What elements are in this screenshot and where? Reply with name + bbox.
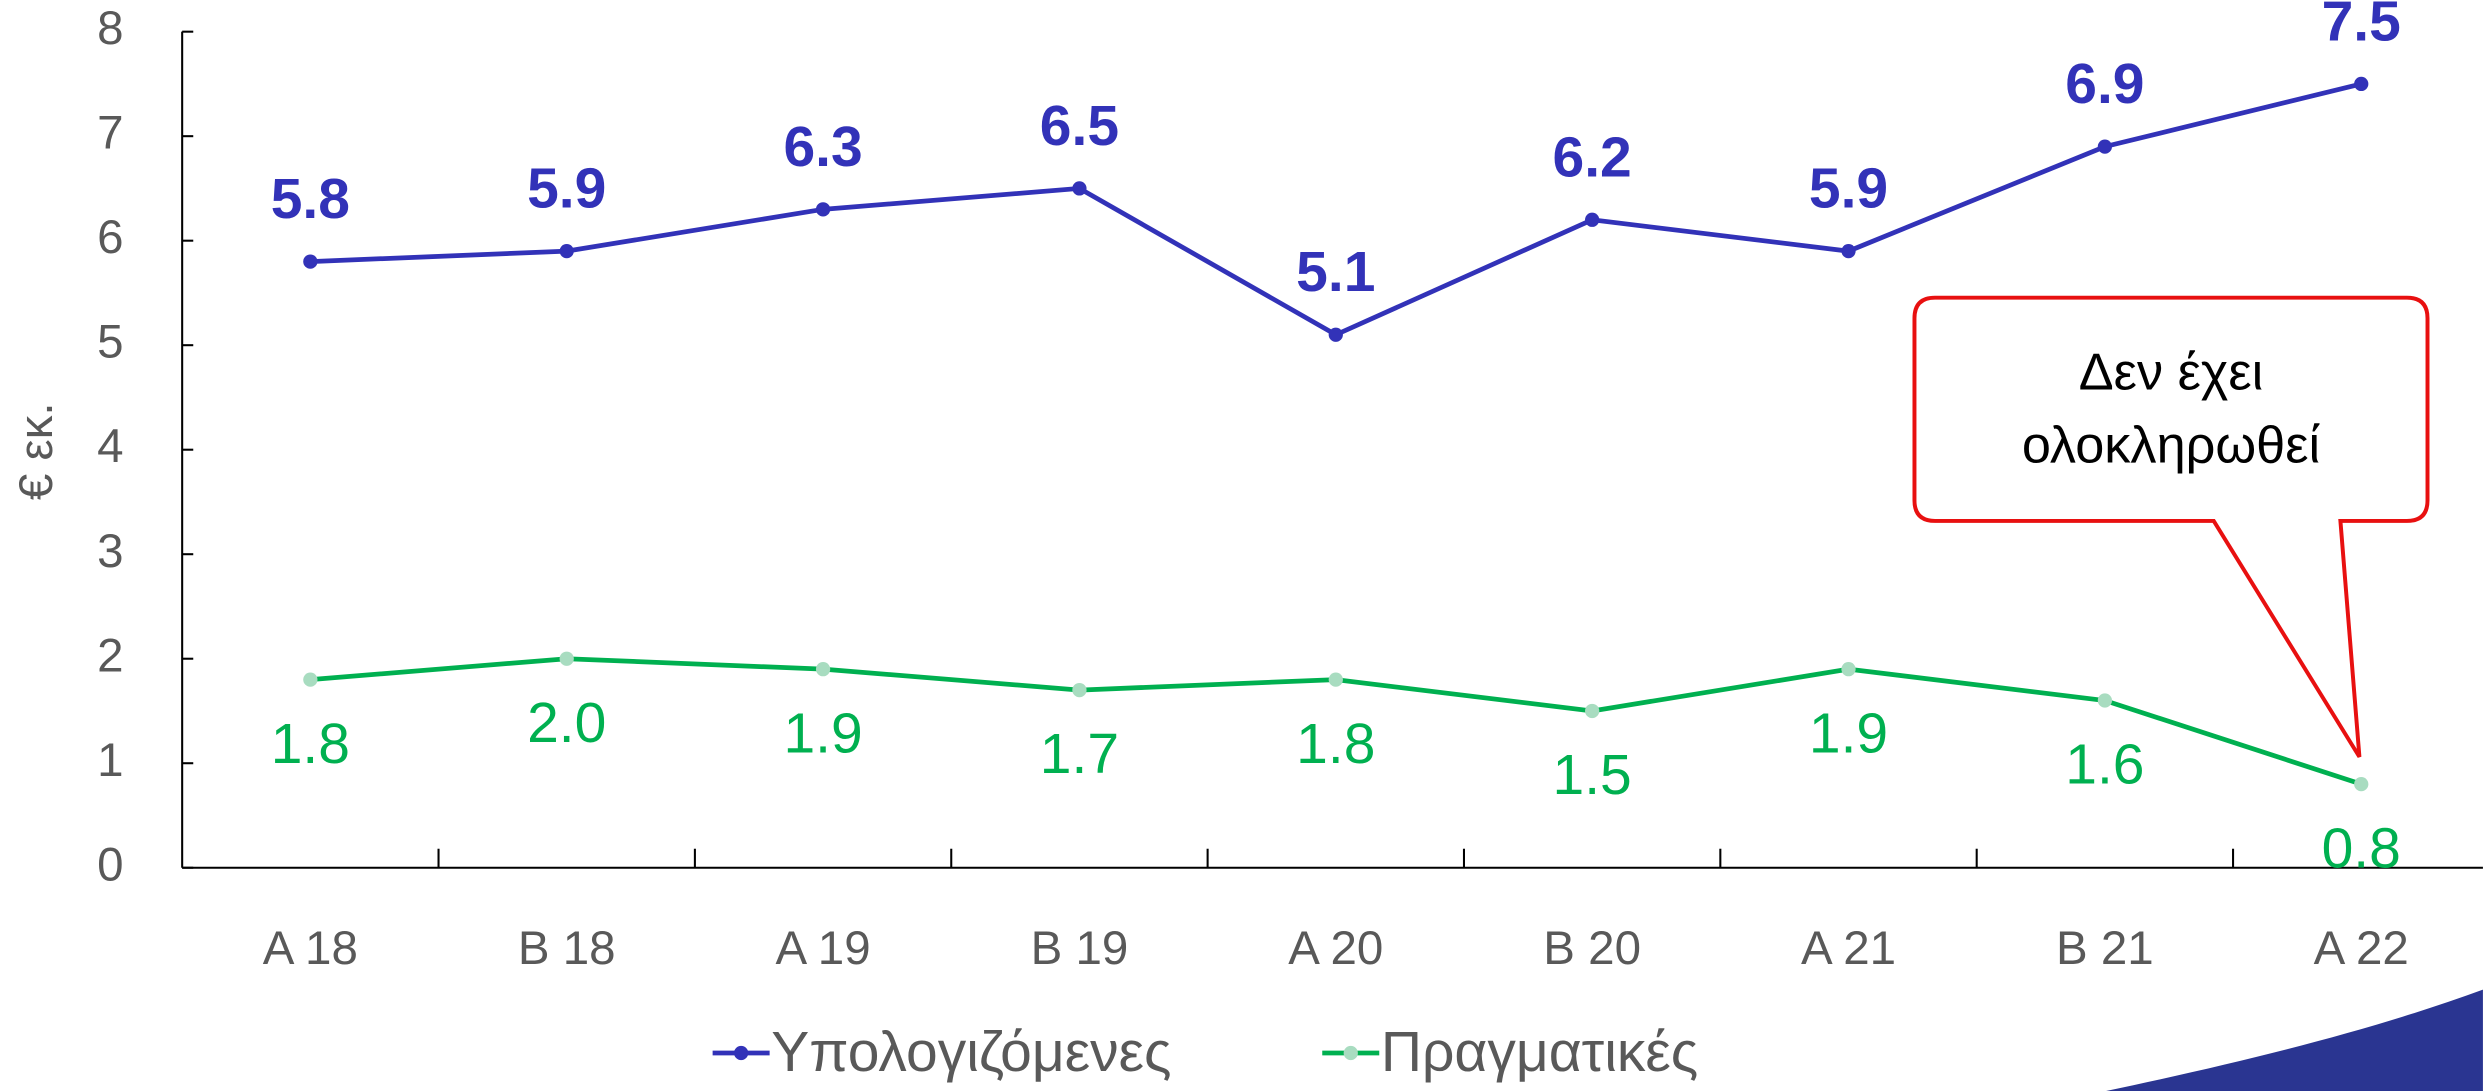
data-label: 1.8	[271, 712, 350, 776]
x-tick-label: Α 18	[263, 922, 358, 975]
point	[1072, 181, 1087, 196]
data-label: 6.3	[783, 115, 862, 179]
point	[2354, 76, 2369, 92]
point	[1841, 244, 1856, 259]
point	[1072, 682, 1087, 698]
data-label: 5.8	[271, 167, 350, 231]
x-tick-label: Β 18	[518, 922, 616, 975]
data-label: 5.1	[1296, 240, 1375, 304]
x-tick-label: Β 19	[1031, 922, 1129, 975]
data-label: 6.9	[2065, 52, 2144, 116]
legend-label: Υπολογιζόμενες	[771, 1020, 1171, 1084]
data-label: 1.9	[1809, 701, 1888, 765]
data-label: 5.9	[1809, 157, 1888, 221]
legend-marker	[1343, 1045, 1358, 1061]
data-label: 1.9	[783, 701, 862, 765]
point	[2354, 777, 2369, 792]
x-tick-label: Α 22	[2314, 922, 2409, 975]
y-tick-label: 5	[97, 316, 123, 369]
y-tick-label: 1	[97, 734, 123, 787]
point	[2097, 693, 2113, 708]
data-label: 1.8	[1296, 712, 1375, 776]
y-tick-label: 2	[97, 629, 123, 682]
point	[815, 202, 831, 217]
legend-marker	[734, 1045, 749, 1061]
y-tick-label: 8	[97, 2, 123, 55]
y-tick-label: 6	[97, 211, 123, 264]
y-tick-label: 4	[97, 420, 123, 473]
data-label: 1.6	[2065, 733, 2144, 797]
point	[303, 672, 318, 687]
data-label: 1.5	[1553, 743, 1632, 807]
x-tick-label: Β 20	[1543, 922, 1641, 975]
point	[1328, 672, 1343, 687]
data-label: 7.5	[2322, 0, 2401, 53]
data-label: 5.9	[527, 157, 606, 221]
data-label: 2.0	[527, 691, 606, 755]
x-tick-label: Α 20	[1288, 922, 1383, 975]
point	[815, 662, 831, 677]
y-tick-label: 0	[97, 838, 123, 891]
callout: Δεν έχει ολοκληρωθεί	[2021, 341, 2321, 474]
point	[303, 254, 318, 269]
data-label: 0.8	[2322, 816, 2401, 880]
decor-swoosh	[2106, 989, 2483, 1091]
x-tick-label: Β 21	[2056, 922, 2154, 975]
callout-text: Δεν έχει ολοκληρωθεί	[2021, 341, 2321, 474]
point	[1585, 703, 1600, 719]
x-tick-label: Α 19	[776, 922, 871, 975]
data-label: 1.7	[1040, 722, 1119, 786]
data-label: 6.2	[1553, 125, 1632, 189]
x-tick-label: Α 21	[1801, 922, 1896, 975]
point	[1328, 327, 1343, 342]
y-tick-label: 7	[97, 107, 123, 160]
y-tick-label: 3	[97, 525, 123, 578]
legend-label: Πραγματικές	[1381, 1020, 1698, 1084]
point	[559, 244, 574, 259]
y-axis-label: € εκ.	[10, 402, 63, 500]
data-label: 6.5	[1040, 94, 1119, 158]
point	[559, 651, 574, 666]
callout-box	[1912, 295, 2430, 758]
point	[1841, 662, 1856, 677]
point	[2097, 139, 2113, 154]
point	[1585, 212, 1600, 227]
